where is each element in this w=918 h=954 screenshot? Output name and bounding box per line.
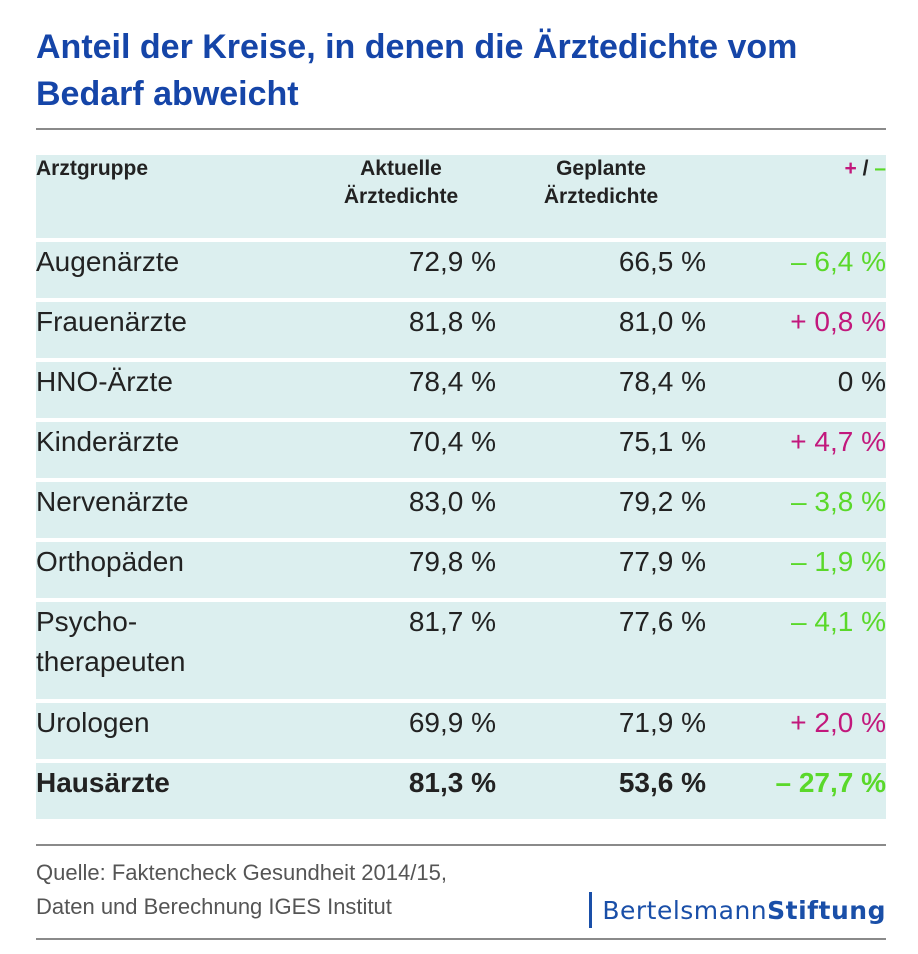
- row-name-line1: Psycho-: [36, 606, 138, 637]
- source-note: Quelle: Faktencheck Gesundheit 2014/15, …: [36, 856, 447, 924]
- row-aktuell: 72,9 %: [306, 242, 496, 298]
- table-row: Frauenärzte 81,8 % 81,0 % + 0,8 %: [36, 302, 886, 358]
- row-name: HNO-Ärzte: [36, 362, 306, 418]
- row-aktuell: 69,9 %: [306, 703, 496, 759]
- header-aktuelle-text: Aktuelle Ärztedichte: [343, 157, 459, 208]
- row-diff: + 2,0 %: [706, 703, 886, 759]
- row-geplant: 81,0 %: [496, 302, 706, 358]
- source-line-1: Quelle: Faktencheck Gesundheit 2014/15,: [36, 860, 447, 885]
- row-geplant: 79,2 %: [496, 482, 706, 538]
- table-row: Orthopäden 79,8 % 77,9 % – 1,9 %: [36, 542, 886, 598]
- row-name: Nervenärzte: [36, 482, 306, 538]
- table-row: Psycho-therapeuten 81,7 % 77,6 % – 4,1 %: [36, 602, 886, 699]
- row-aktuell: 81,7 %: [306, 602, 496, 699]
- row-geplant: 77,6 %: [496, 602, 706, 699]
- bertelsmann-stiftung-logo: BertelsmannStiftung: [589, 890, 886, 930]
- header-minus: –: [874, 157, 886, 180]
- data-table: Arztgruppe Aktuelle Ärztedichte Geplante…: [36, 151, 886, 823]
- table-row-total: Hausärzte 81,3 % 53,6 % – 27,7 %: [36, 763, 886, 819]
- row-geplant: 53,6 %: [496, 763, 706, 819]
- row-aktuell: 78,4 %: [306, 362, 496, 418]
- row-aktuell: 81,3 %: [306, 763, 496, 819]
- row-name: Orthopäden: [36, 542, 306, 598]
- bottom-divider: [36, 844, 886, 846]
- table-row: Kinderärzte 70,4 % 75,1 % + 4,7 %: [36, 422, 886, 478]
- row-diff: – 27,7 %: [706, 763, 886, 819]
- row-geplant: 75,1 %: [496, 422, 706, 478]
- row-diff: – 3,8 %: [706, 482, 886, 538]
- footer-divider: [36, 938, 886, 940]
- row-geplant: 71,9 %: [496, 703, 706, 759]
- row-geplant: 78,4 %: [496, 362, 706, 418]
- table-header-row: Arztgruppe Aktuelle Ärztedichte Geplante…: [36, 155, 886, 238]
- top-divider: [36, 128, 886, 130]
- row-name: Kinderärzte: [36, 422, 306, 478]
- row-name: Psycho-therapeuten: [36, 602, 306, 699]
- row-name-line2: therapeuten: [36, 646, 186, 677]
- logo-part2: Stiftung: [767, 895, 886, 925]
- table-row: Urologen 69,9 % 71,9 % + 2,0 %: [36, 703, 886, 759]
- row-name: Urologen: [36, 703, 306, 759]
- header-geplante-text: Geplante Ärztedichte: [543, 157, 659, 208]
- row-name: Hausärzte: [36, 763, 306, 819]
- row-geplant: 77,9 %: [496, 542, 706, 598]
- table-row: Nervenärzte 83,0 % 79,2 % – 3,8 %: [36, 482, 886, 538]
- source-line-2: Daten und Berechnung IGES Institut: [36, 894, 392, 919]
- table-row: HNO-Ärzte 78,4 % 78,4 % 0 %: [36, 362, 886, 418]
- table-row: Augenärzte 72,9 % 66,5 % – 6,4 %: [36, 242, 886, 298]
- row-diff: – 1,9 %: [706, 542, 886, 598]
- row-diff: + 4,7 %: [706, 422, 886, 478]
- row-diff: 0 %: [706, 362, 886, 418]
- row-geplant: 66,5 %: [496, 242, 706, 298]
- row-aktuell: 83,0 %: [306, 482, 496, 538]
- logo-text: BertelsmannStiftung: [602, 896, 886, 925]
- row-aktuell: 81,8 %: [306, 302, 496, 358]
- logo-bar-icon: [589, 892, 593, 928]
- row-aktuell: 70,4 %: [306, 422, 496, 478]
- header-slash: /: [862, 157, 869, 180]
- header-plus-minus: + / –: [706, 155, 886, 238]
- logo-part1: Bertelsmann: [602, 895, 768, 925]
- row-diff: – 6,4 %: [706, 242, 886, 298]
- header-aktuelle-aerztedichte: Aktuelle Ärztedichte: [306, 155, 496, 238]
- header-arztgruppe: Arztgruppe: [36, 155, 306, 238]
- row-name: Frauenärzte: [36, 302, 306, 358]
- header-geplante-aerztedichte: Geplante Ärztedichte: [496, 155, 706, 238]
- row-diff: – 4,1 %: [706, 602, 886, 699]
- header-plus: +: [844, 157, 857, 180]
- row-diff: + 0,8 %: [706, 302, 886, 358]
- chart-title: Anteil der Kreise, in denen die Ärztedic…: [36, 28, 798, 113]
- row-aktuell: 79,8 %: [306, 542, 496, 598]
- row-name: Augenärzte: [36, 242, 306, 298]
